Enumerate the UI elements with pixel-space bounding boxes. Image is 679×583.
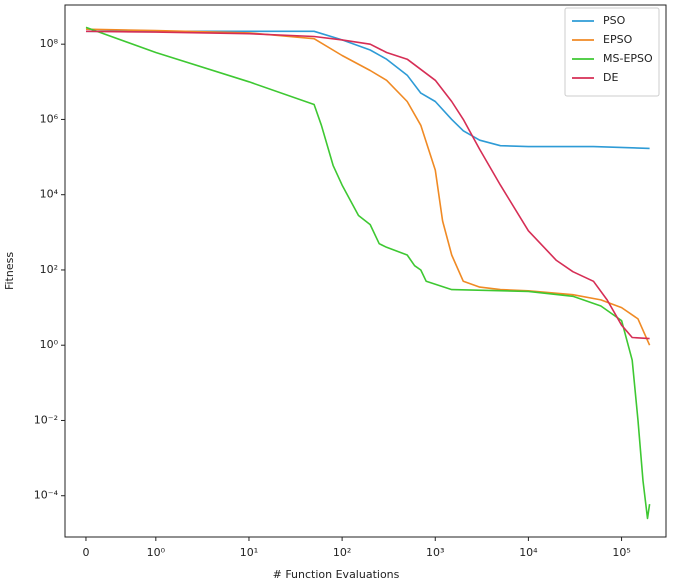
y-tick-label: 10⁴ <box>40 188 59 201</box>
legend-label: DE <box>603 71 618 84</box>
x-tick-label: 10³ <box>426 546 444 559</box>
series-line <box>85 26 651 520</box>
x-tick-label: 10⁰ <box>147 546 166 559</box>
x-tick-label: 10⁴ <box>519 546 538 559</box>
legend-box <box>564 7 660 97</box>
series-line <box>85 28 651 346</box>
series-line <box>85 30 650 340</box>
y-tick-label: 10⁸ <box>40 37 59 50</box>
x-tick-label: 0 <box>82 546 89 559</box>
series-line <box>86 30 650 150</box>
legend-label: EPSO <box>603 33 633 46</box>
x-axis-label: # Function Evaluations <box>273 568 400 581</box>
y-tick-label: 10⁻² <box>34 413 58 426</box>
x-tick-label: 10⁵ <box>612 546 630 559</box>
legend-label: MS-EPSO <box>603 52 653 65</box>
legend-label: PSO <box>603 14 626 27</box>
y-tick-label: 10⁻⁴ <box>34 489 59 502</box>
x-tick-label: 10¹ <box>240 546 258 559</box>
y-tick-label: 10⁰ <box>40 338 59 351</box>
y-tick-label: 10² <box>40 263 58 276</box>
y-tick-label: 10⁶ <box>40 112 59 125</box>
y-axis-label: Fitness <box>3 252 16 290</box>
x-tick-label: 10² <box>333 546 351 559</box>
plot-frame <box>64 4 667 538</box>
legend: PSO EPSO MS-EPSO DE <box>564 7 660 97</box>
